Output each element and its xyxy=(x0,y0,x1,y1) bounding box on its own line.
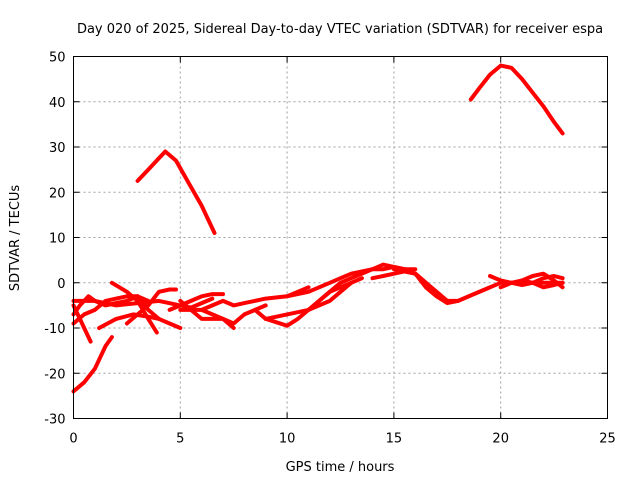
x-tick-label: 0 xyxy=(69,432,77,447)
series-line-arc-11 xyxy=(167,292,225,312)
series-line-arc-9 xyxy=(135,294,183,330)
series-line-arc-1 xyxy=(71,335,114,394)
series-line-arc-24 xyxy=(520,271,565,290)
y-tick-label: 30 xyxy=(49,141,66,156)
y-tick-label: 40 xyxy=(49,96,66,111)
y-tick-label: 20 xyxy=(49,186,66,201)
series-line-arc-22 xyxy=(488,274,565,287)
x-tick-label: 10 xyxy=(279,432,296,447)
series-line-arc-5 xyxy=(71,296,215,310)
axis-ticks: 0 5 10 15 20 25 -30 -20 -10 0 10 20 30 40 50 xyxy=(44,51,616,447)
series-line-arc-20 xyxy=(391,267,565,306)
series-line-arc-16 xyxy=(263,276,364,321)
series-line-arc-7 xyxy=(109,280,159,335)
x-axis-label: GPS time / hours xyxy=(286,460,395,475)
y-tick-label: 10 xyxy=(49,232,66,247)
grid xyxy=(73,56,608,419)
series-line-arc-21 xyxy=(468,63,565,136)
y-tick-label: 0 xyxy=(57,277,65,292)
y-tick-label: -10 xyxy=(44,322,65,337)
y-axis-label: SDTVAR / TECUs xyxy=(8,185,23,292)
series-line-arc-8 xyxy=(124,287,178,326)
series-line-arc-23 xyxy=(498,278,565,290)
x-tick-label: 5 xyxy=(176,432,184,447)
chart-title: Day 020 of 2025, Sidereal Day-to-day VTE… xyxy=(77,22,603,37)
x-tick-label: 15 xyxy=(386,432,403,447)
x-tick-label: 20 xyxy=(492,432,509,447)
series-line-arc-10 xyxy=(135,149,217,235)
y-tick-label: -20 xyxy=(44,367,65,382)
y-tick-label: -30 xyxy=(44,413,65,428)
series-line-arc-13 xyxy=(178,298,236,330)
plot-series xyxy=(71,63,565,394)
series-line-arc-6 xyxy=(97,312,161,330)
x-tick-label: 25 xyxy=(599,432,616,447)
y-tick-label: 50 xyxy=(49,51,66,66)
